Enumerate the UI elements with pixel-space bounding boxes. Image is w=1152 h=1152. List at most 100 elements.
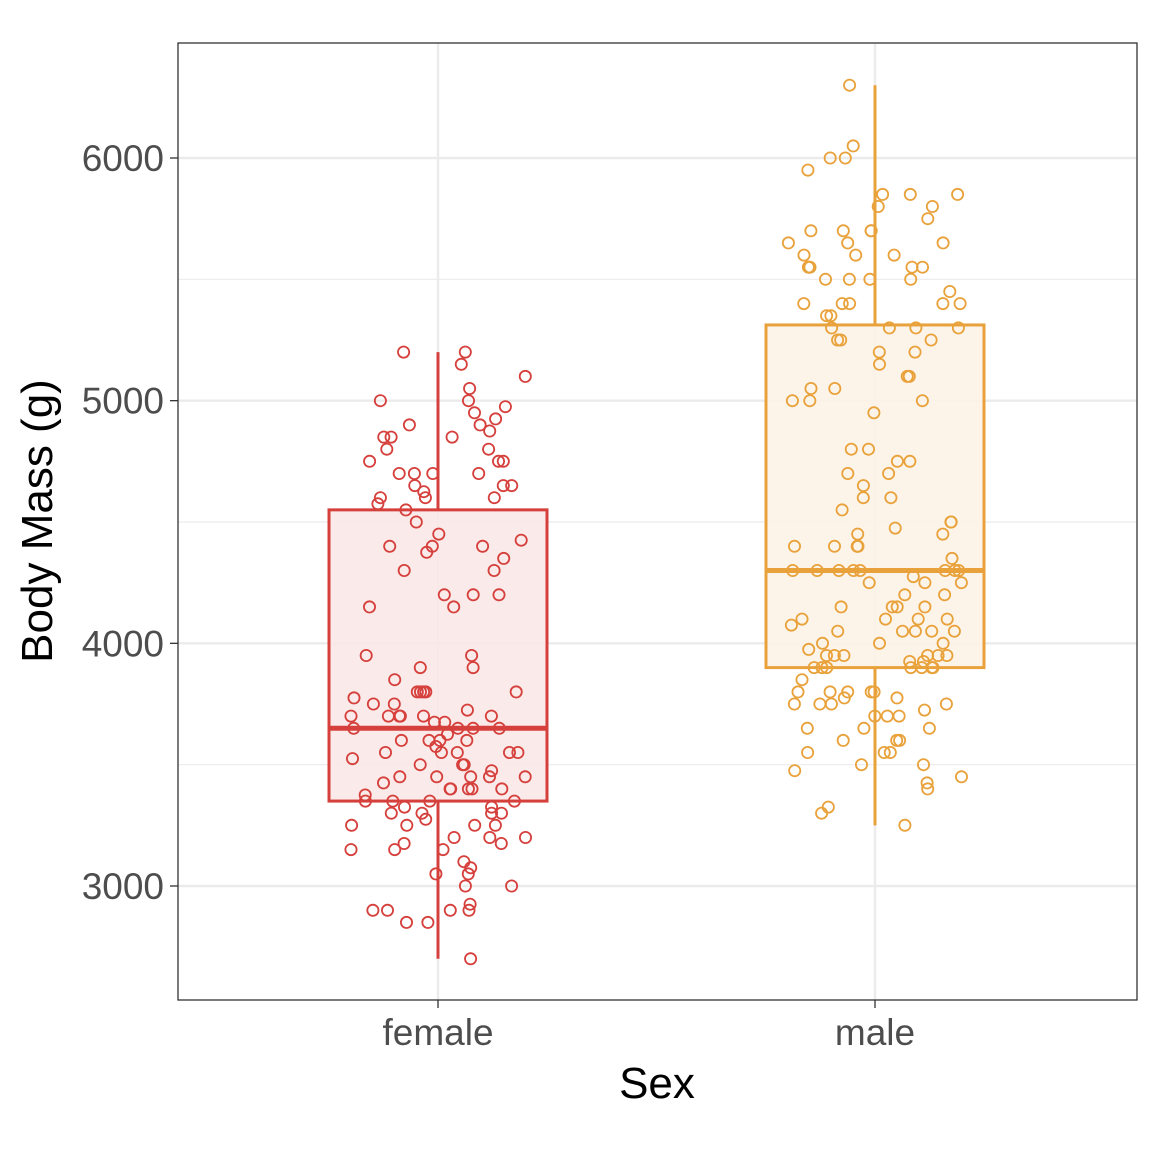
data-point-female [457, 758, 471, 772]
data-point-female [519, 831, 533, 845]
data-point-female [377, 430, 391, 444]
data-point-female [388, 673, 402, 687]
data-point-male [867, 685, 881, 699]
data-point-female [407, 466, 421, 480]
plot-panel-border [177, 42, 1138, 1001]
data-point-male [841, 236, 855, 250]
data-point-male [925, 199, 939, 213]
data-point-female [366, 697, 380, 711]
data-point-male [925, 661, 939, 675]
data-point-female [464, 861, 478, 875]
data-point-female [487, 564, 501, 578]
data-point-male [922, 721, 936, 735]
data-point-female [362, 600, 376, 614]
data-point-male [944, 515, 958, 529]
data-point-male [896, 624, 910, 638]
data-point-male [887, 248, 901, 262]
data-point-female [468, 818, 482, 832]
data-point-female [419, 812, 433, 826]
data-point-female [373, 394, 387, 408]
data-point-female [494, 837, 508, 851]
data-point-male [925, 624, 939, 638]
data-point-male [847, 564, 861, 578]
data-point-male [832, 564, 846, 578]
data-point-male [800, 721, 814, 735]
data-point-male [898, 588, 912, 602]
y-axis-title: Body Mass (g) [13, 379, 62, 663]
data-point-male [835, 297, 849, 311]
data-point-female [436, 843, 450, 857]
data-point-male [824, 697, 838, 711]
data-point-female [393, 770, 407, 784]
data-point-female [505, 479, 519, 493]
data-point-female [416, 709, 430, 723]
data-point-female [492, 721, 506, 735]
x-axis-title: Sex [619, 1059, 695, 1108]
data-point-female [419, 685, 433, 699]
data-point-male [884, 491, 898, 505]
data-point-male [823, 151, 837, 165]
data-point-male [940, 612, 954, 626]
data-point-male [815, 806, 829, 820]
boxplots [327, 85, 986, 959]
data-point-male [803, 394, 817, 408]
data-point-female [413, 758, 427, 772]
data-point-male [951, 187, 965, 201]
data-point-female [421, 915, 435, 929]
data-point-male [823, 685, 837, 699]
data-point-female [483, 424, 497, 438]
data-point-female [461, 394, 475, 408]
data-point-male [936, 527, 950, 541]
data-point-female [447, 831, 461, 845]
data-point-male [837, 691, 851, 705]
data-point-male [879, 612, 893, 626]
data-point-male [797, 297, 811, 311]
data-point-male [868, 709, 882, 723]
data-point-female [509, 685, 523, 699]
data-point-female [359, 649, 373, 663]
data-point-male [939, 697, 953, 711]
data-point-female [381, 709, 395, 723]
data-point-female [430, 770, 444, 784]
data-point-male [837, 649, 851, 663]
data-point-female [511, 746, 525, 760]
data-point-male [827, 649, 841, 663]
data-point-female [417, 485, 431, 499]
data-point-male [820, 661, 834, 675]
data-point-female [408, 479, 422, 493]
data-point-female [518, 770, 532, 784]
data-point-male [846, 139, 860, 153]
data-point-male [945, 551, 959, 565]
data-point-female [429, 867, 443, 881]
data-point-male [797, 248, 811, 262]
data-point-female [438, 715, 452, 729]
data-point-male [862, 442, 876, 456]
data-point-male [917, 758, 931, 772]
data-point-male [890, 454, 904, 468]
data-point-male [952, 564, 966, 578]
data-point-female [514, 533, 528, 547]
data-point-female [394, 733, 408, 747]
data-point-female [476, 539, 490, 553]
data-point-male [918, 703, 932, 717]
data-point-female [491, 454, 505, 468]
data-point-female [462, 903, 476, 917]
data-point-female [376, 776, 390, 790]
data-point-male [787, 697, 801, 711]
data-point-male [931, 649, 945, 663]
data-point-female [399, 503, 413, 517]
data-point-female [420, 545, 434, 559]
data-point-female [397, 345, 411, 359]
data-point-male [936, 236, 950, 250]
data-point-male [938, 588, 952, 602]
data-point-female [454, 357, 468, 371]
data-point-male [908, 624, 922, 638]
data-point-female [458, 879, 472, 893]
data-point-male [801, 746, 815, 760]
data-point-male [918, 600, 932, 614]
data-point-male [903, 187, 917, 201]
data-point-male [828, 539, 842, 553]
data-point-male [915, 394, 929, 408]
data-point-male [804, 224, 818, 238]
